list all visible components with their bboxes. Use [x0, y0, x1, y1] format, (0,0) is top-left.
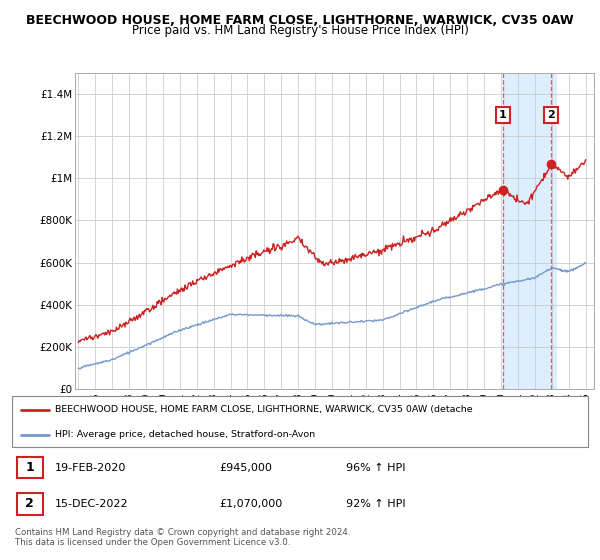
Text: 1: 1: [25, 461, 34, 474]
Text: 19-FEB-2020: 19-FEB-2020: [55, 463, 127, 473]
Text: BEECHWOOD HOUSE, HOME FARM CLOSE, LIGHTHORNE, WARWICK, CV35 0AW: BEECHWOOD HOUSE, HOME FARM CLOSE, LIGHTH…: [26, 14, 574, 27]
FancyBboxPatch shape: [17, 456, 43, 478]
Bar: [503, 73, 556, 389]
Text: BEECHWOOD HOUSE, HOME FARM CLOSE, LIGHTHORNE, WARWICK, CV35 0AW (detache: BEECHWOOD HOUSE, HOME FARM CLOSE, LIGHTH…: [55, 405, 473, 414]
Text: 1: 1: [499, 110, 507, 120]
Text: Contains HM Land Registry data © Crown copyright and database right 2024.
This d: Contains HM Land Registry data © Crown c…: [15, 528, 350, 547]
Text: 2: 2: [25, 497, 34, 511]
Text: Price paid vs. HM Land Registry's House Price Index (HPI): Price paid vs. HM Land Registry's House …: [131, 24, 469, 37]
Text: 96% ↑ HPI: 96% ↑ HPI: [346, 463, 406, 473]
Text: 92% ↑ HPI: 92% ↑ HPI: [346, 499, 406, 509]
FancyBboxPatch shape: [12, 396, 588, 447]
Text: £1,070,000: £1,070,000: [220, 499, 283, 509]
Text: HPI: Average price, detached house, Stratford-on-Avon: HPI: Average price, detached house, Stra…: [55, 430, 316, 439]
Text: 2: 2: [547, 110, 555, 120]
FancyBboxPatch shape: [17, 493, 43, 515]
Text: 15-DEC-2022: 15-DEC-2022: [55, 499, 129, 509]
Text: £945,000: £945,000: [220, 463, 272, 473]
